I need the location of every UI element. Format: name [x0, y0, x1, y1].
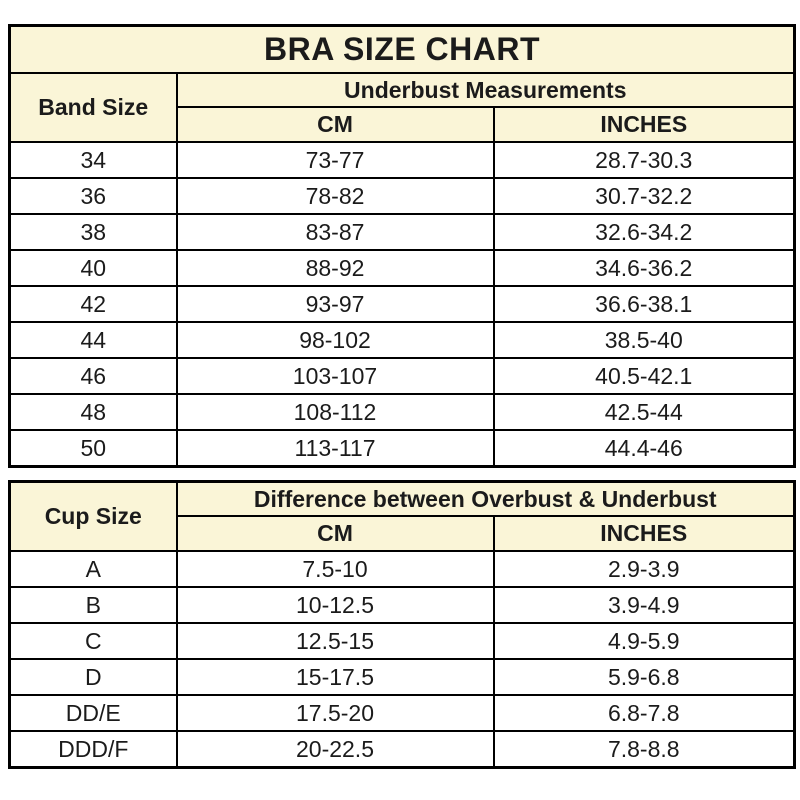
inches-cell: 4.9-5.9 — [492, 622, 796, 660]
cm-cell: 73-77 — [175, 141, 495, 179]
table-row: DDD/F 20-22.5 7.8-8.8 — [8, 730, 796, 769]
cm-cell: 103-107 — [175, 357, 495, 395]
table-row: 42 93-97 36.6-38.1 — [8, 285, 796, 323]
band-size-table: BRA SIZE CHART Band Size Underbust Measu… — [8, 24, 797, 468]
band-size-cell: 36 — [8, 177, 178, 215]
band-size-cell: 40 — [8, 249, 178, 287]
cup-size-cell: B — [8, 586, 178, 624]
band-size-cell: 48 — [8, 393, 178, 431]
cm-cell: 88-92 — [175, 249, 495, 287]
cm-cell: 15-17.5 — [175, 658, 495, 696]
cm-cell: 12.5-15 — [175, 622, 495, 660]
cm-cell: 83-87 — [175, 213, 495, 251]
inches-cell: 44.4-46 — [492, 429, 796, 468]
cm-cell: 113-117 — [175, 429, 495, 468]
cm-cell: 93-97 — [175, 285, 495, 323]
band-cm-header: CM — [175, 106, 495, 143]
inches-cell: 32.6-34.2 — [492, 213, 796, 251]
inches-cell: 28.7-30.3 — [492, 141, 796, 179]
table-row: DD/E 17.5-20 6.8-7.8 — [8, 694, 796, 732]
table-row: 44 98-102 38.5-40 — [8, 321, 796, 359]
inches-cell: 30.7-32.2 — [492, 177, 796, 215]
cup-size-cell: C — [8, 622, 178, 660]
inches-cell: 42.5-44 — [492, 393, 796, 431]
table-row: 40 88-92 34.6-36.2 — [8, 249, 796, 287]
cup-size-column-header: Cup Size — [8, 480, 178, 552]
table-row: 48 108-112 42.5-44 — [8, 393, 796, 431]
inches-cell: 34.6-36.2 — [492, 249, 796, 287]
inches-cell: 38.5-40 — [492, 321, 796, 359]
difference-group-header: Difference between Overbust & Underbust — [175, 480, 796, 517]
band-size-cell: 50 — [8, 429, 178, 468]
band-subheader-row: CM INCHES — [10, 106, 796, 143]
table-row: B 10-12.5 3.9-4.9 — [8, 586, 796, 624]
inches-cell: 2.9-3.9 — [492, 550, 796, 588]
cup-size-cell: DD/E — [8, 694, 178, 732]
cm-cell: 108-112 — [175, 393, 495, 431]
band-size-cell: 44 — [8, 321, 178, 359]
underbust-group-header: Underbust Measurements — [175, 72, 796, 108]
inches-cell: 40.5-42.1 — [492, 357, 796, 395]
cm-cell: 98-102 — [175, 321, 495, 359]
band-inches-header: INCHES — [492, 106, 796, 143]
table-gap — [8, 468, 793, 480]
band-size-cell: 42 — [8, 285, 178, 323]
table-row: A 7.5-10 2.9-3.9 — [8, 550, 796, 588]
inches-cell: 36.6-38.1 — [492, 285, 796, 323]
cm-cell: 20-22.5 — [175, 730, 495, 769]
inches-cell: 3.9-4.9 — [492, 586, 796, 624]
band-size-cell: 46 — [8, 357, 178, 395]
chart-title: BRA SIZE CHART — [8, 24, 796, 74]
band-header-row: Band Size Underbust Measurements — [8, 72, 796, 143]
cup-cm-header: CM — [175, 515, 495, 552]
inches-cell: 5.9-6.8 — [492, 658, 796, 696]
inches-cell: 6.8-7.8 — [492, 694, 796, 732]
inches-cell: 7.8-8.8 — [492, 730, 796, 769]
band-size-column-header: Band Size — [8, 72, 178, 143]
cup-subheader-row: CM INCHES — [10, 515, 796, 552]
table-row: 38 83-87 32.6-34.2 — [8, 213, 796, 251]
cup-size-cell: D — [8, 658, 178, 696]
cup-size-cell: DDD/F — [8, 730, 178, 769]
table-row: 34 73-77 28.7-30.3 — [8, 141, 796, 179]
band-size-cell: 34 — [8, 141, 178, 179]
table-row: D 15-17.5 5.9-6.8 — [8, 658, 796, 696]
table-row: 36 78-82 30.7-32.2 — [8, 177, 796, 215]
title-row: BRA SIZE CHART — [8, 24, 796, 74]
table-row: C 12.5-15 4.9-5.9 — [8, 622, 796, 660]
cm-cell: 17.5-20 — [175, 694, 495, 732]
cup-inches-header: INCHES — [492, 515, 796, 552]
cm-cell: 10-12.5 — [175, 586, 495, 624]
cup-size-cell: A — [8, 550, 178, 588]
table-row: 50 113-117 44.4-46 — [8, 429, 796, 468]
cm-cell: 7.5-10 — [175, 550, 495, 588]
cup-header-row: Cup Size Difference between Overbust & U… — [8, 480, 796, 552]
cup-size-table: Cup Size Difference between Overbust & U… — [8, 480, 796, 769]
band-size-cell: 38 — [8, 213, 178, 251]
cm-cell: 78-82 — [175, 177, 495, 215]
table-row: 46 103-107 40.5-42.1 — [8, 357, 796, 395]
